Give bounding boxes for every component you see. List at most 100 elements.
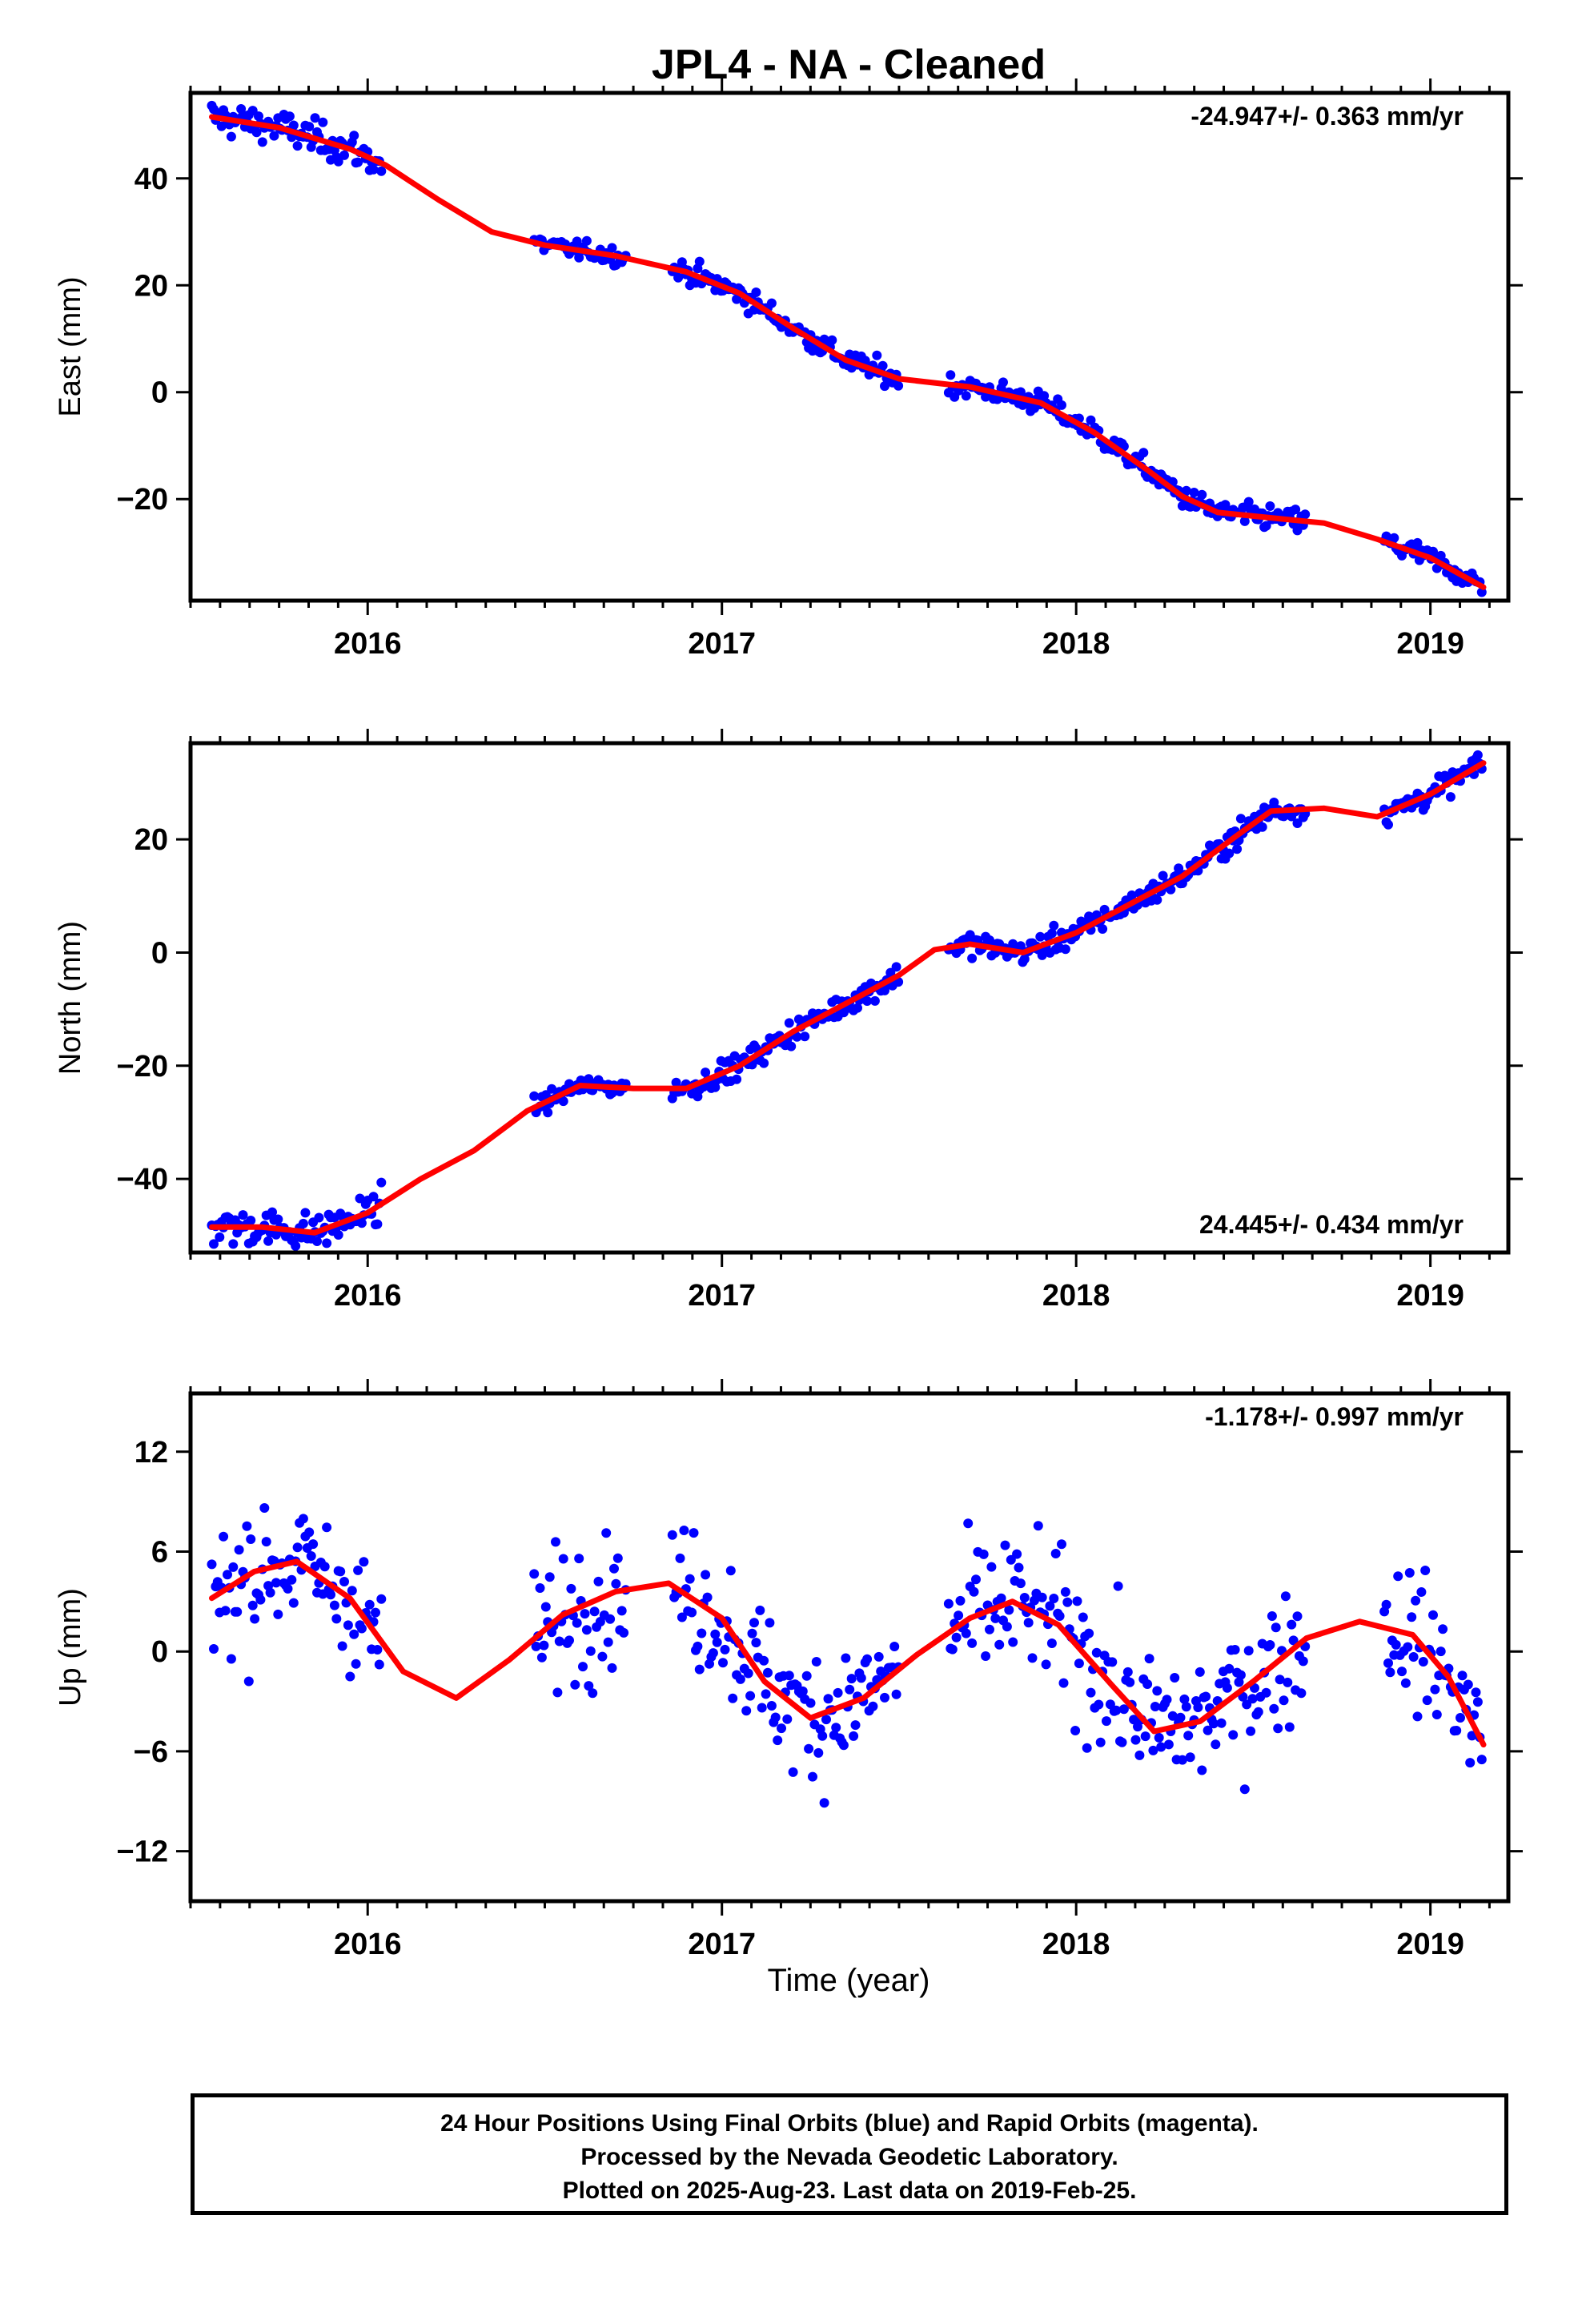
observation-point — [751, 1638, 761, 1648]
observation-point — [1167, 1711, 1178, 1721]
observation-point — [1385, 1667, 1395, 1678]
observation-point — [1235, 814, 1246, 824]
observation-point — [1142, 1679, 1153, 1689]
observation-point — [308, 1539, 319, 1550]
observation-point — [823, 1694, 833, 1704]
observation-point — [376, 1177, 387, 1188]
observation-point — [955, 1595, 966, 1606]
observation-point — [967, 1638, 978, 1648]
observation-point — [1033, 1521, 1043, 1531]
y-tick-label: 0 — [151, 376, 168, 410]
observation-point — [1057, 400, 1066, 410]
observation-point — [1152, 1686, 1162, 1696]
observation-point — [209, 1239, 219, 1249]
observation-point — [1000, 1540, 1010, 1550]
observation-point — [735, 1674, 745, 1684]
observation-point — [1070, 1726, 1081, 1735]
observation-point — [207, 1559, 217, 1570]
observation-point — [246, 1534, 256, 1544]
observation-point — [1467, 1731, 1477, 1741]
observation-point — [1189, 488, 1199, 497]
observation-point — [1201, 1691, 1211, 1702]
y-tick-label: −6 — [134, 1735, 168, 1769]
observation-point — [821, 1715, 831, 1725]
observation-point — [261, 1537, 271, 1547]
observation-point — [607, 1663, 617, 1673]
footer-line-3: Plotted on 2025-Aug-23. Last data on 201… — [562, 2177, 1137, 2204]
observation-point — [1271, 1622, 1281, 1633]
observation-point — [292, 1542, 303, 1553]
observation-point — [1117, 1737, 1127, 1747]
observation-point — [1391, 1639, 1401, 1650]
x-tick-label: 2018 — [1042, 1279, 1110, 1313]
observation-point — [609, 1563, 619, 1574]
observation-point — [1381, 1599, 1391, 1610]
observation-point — [372, 1219, 383, 1229]
observation-point — [1269, 798, 1279, 807]
observation-point — [228, 1562, 239, 1572]
observation-point — [250, 1614, 260, 1624]
observation-point — [1126, 890, 1137, 900]
observation-point — [535, 1583, 545, 1593]
observation-point — [1054, 1611, 1065, 1621]
observation-point — [891, 962, 901, 972]
observation-point — [372, 1645, 383, 1655]
observation-point — [1008, 939, 1018, 949]
observation-point — [1224, 1663, 1235, 1674]
observation-point — [1408, 1652, 1419, 1662]
observation-point — [1156, 1742, 1166, 1752]
observation-point — [371, 1607, 380, 1618]
observation-point — [1257, 822, 1267, 832]
y-tick-label: 20 — [135, 823, 168, 857]
observation-point — [310, 113, 320, 123]
up-panel: 12 6 0 −6 −12 2016 2017 2018 2019 Up (mm) -1.178+/… — [54, 1379, 1523, 1961]
observation-point — [273, 1609, 283, 1619]
observation-point — [1412, 537, 1423, 548]
observation-point — [1148, 1745, 1158, 1755]
observation-point — [757, 1703, 767, 1713]
observation-point — [1094, 1699, 1104, 1710]
observation-point — [1435, 550, 1446, 561]
observation-point — [355, 1193, 365, 1204]
observation-point — [1457, 1671, 1468, 1681]
observation-point — [333, 1230, 343, 1240]
observation-point — [1269, 1703, 1279, 1714]
observation-point — [300, 1208, 311, 1218]
observation-point — [1086, 415, 1096, 425]
observation-point — [1015, 387, 1026, 397]
observation-point — [751, 287, 761, 297]
observation-point — [1208, 1719, 1219, 1729]
observation-point — [891, 1689, 901, 1699]
observation-point — [708, 1648, 718, 1659]
observation-point — [1163, 1739, 1174, 1750]
observation-point — [872, 350, 882, 360]
plot-frame — [188, 90, 1511, 603]
observation-point — [1403, 1642, 1413, 1652]
observation-point — [797, 1686, 808, 1696]
observation-point — [725, 1566, 736, 1576]
observation-point — [1057, 1539, 1066, 1550]
observation-point — [288, 120, 299, 131]
observation-point — [267, 1207, 277, 1217]
observation-point — [675, 1553, 685, 1563]
observation-point — [1166, 884, 1176, 895]
observation-point — [1002, 1622, 1012, 1632]
observation-point — [597, 1651, 608, 1662]
observation-point — [998, 377, 1008, 388]
observation-point — [1243, 1646, 1254, 1656]
observation-point — [1102, 1716, 1111, 1727]
observation-point — [1397, 1667, 1407, 1677]
observation-point — [732, 1074, 742, 1084]
observation-point — [284, 111, 295, 122]
observation-point — [963, 1518, 974, 1529]
observation-point — [1389, 533, 1399, 543]
observation-point — [1012, 1549, 1022, 1559]
observation-point — [877, 360, 888, 371]
observation-point — [1292, 818, 1303, 828]
observation-point — [1275, 1675, 1285, 1685]
observation-point — [685, 1574, 695, 1584]
observation-point — [1046, 1638, 1057, 1648]
observation-point — [322, 1522, 332, 1533]
observation-point — [347, 1586, 357, 1596]
observation-point — [1023, 1618, 1034, 1628]
